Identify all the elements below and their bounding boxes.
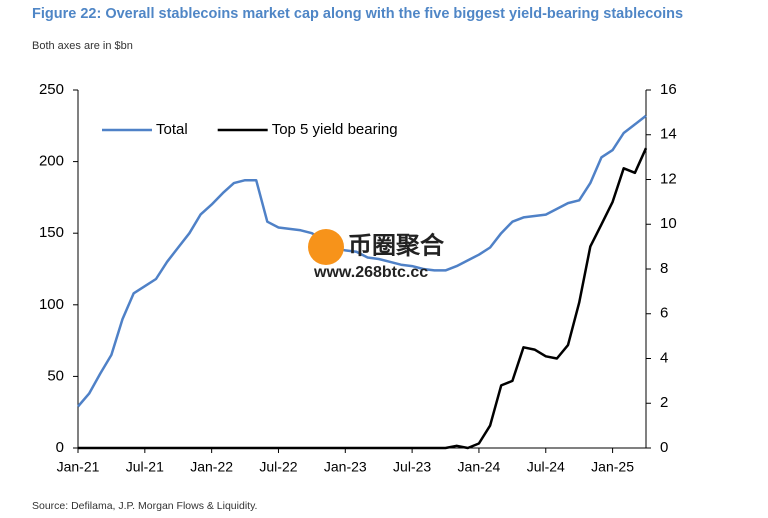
chart-title: Figure 22: Overall stablecoins market ca… — [32, 6, 683, 22]
y-tick-label: 50 — [47, 367, 64, 384]
y2-tick-label: 16 — [660, 81, 677, 98]
y2-tick-label: 2 — [660, 394, 668, 411]
x-tick-label: Jan-23 — [324, 459, 367, 475]
y2-tick-label: 12 — [660, 170, 677, 187]
y-tick-label: 0 — [56, 439, 64, 456]
y2-tick-label: 10 — [660, 215, 677, 232]
y-tick-label: 200 — [39, 153, 64, 170]
x-tick-label: Jan-24 — [458, 459, 501, 475]
legend-label: Top 5 yield bearing — [272, 121, 398, 138]
y2-tick-label: 8 — [660, 260, 668, 277]
chart-source: Source: Defilama, J.P. Morgan Flows & Li… — [32, 500, 257, 512]
series-line — [77, 114, 647, 408]
x-tick-label: Jan-22 — [190, 459, 233, 475]
y-tick-label: 250 — [39, 81, 64, 98]
y2-tick-label: 0 — [660, 439, 668, 456]
x-tick-label: Jan-21 — [57, 459, 100, 475]
chart-subtitle: Both axes are in $bn — [32, 40, 133, 52]
watermark: 币圈聚合 — [348, 231, 445, 259]
y-tick-label: 100 — [39, 296, 64, 313]
y2-tick-label: 14 — [660, 126, 677, 143]
watermark-icon — [308, 229, 344, 265]
y2-tick-label: 4 — [660, 349, 668, 366]
x-tick-label: Jul-24 — [527, 459, 565, 475]
legend-label: Total — [156, 121, 188, 138]
series-line — [78, 147, 648, 450]
watermark: www.268btc.cc — [313, 264, 428, 281]
y-tick-label: 150 — [39, 224, 64, 241]
x-tick-label: Jan-25 — [591, 459, 634, 475]
x-tick-label: Jul-22 — [259, 459, 297, 475]
y2-tick-label: 6 — [660, 305, 668, 322]
x-tick-label: Jul-23 — [393, 459, 431, 475]
x-tick-label: Jul-21 — [126, 459, 164, 475]
